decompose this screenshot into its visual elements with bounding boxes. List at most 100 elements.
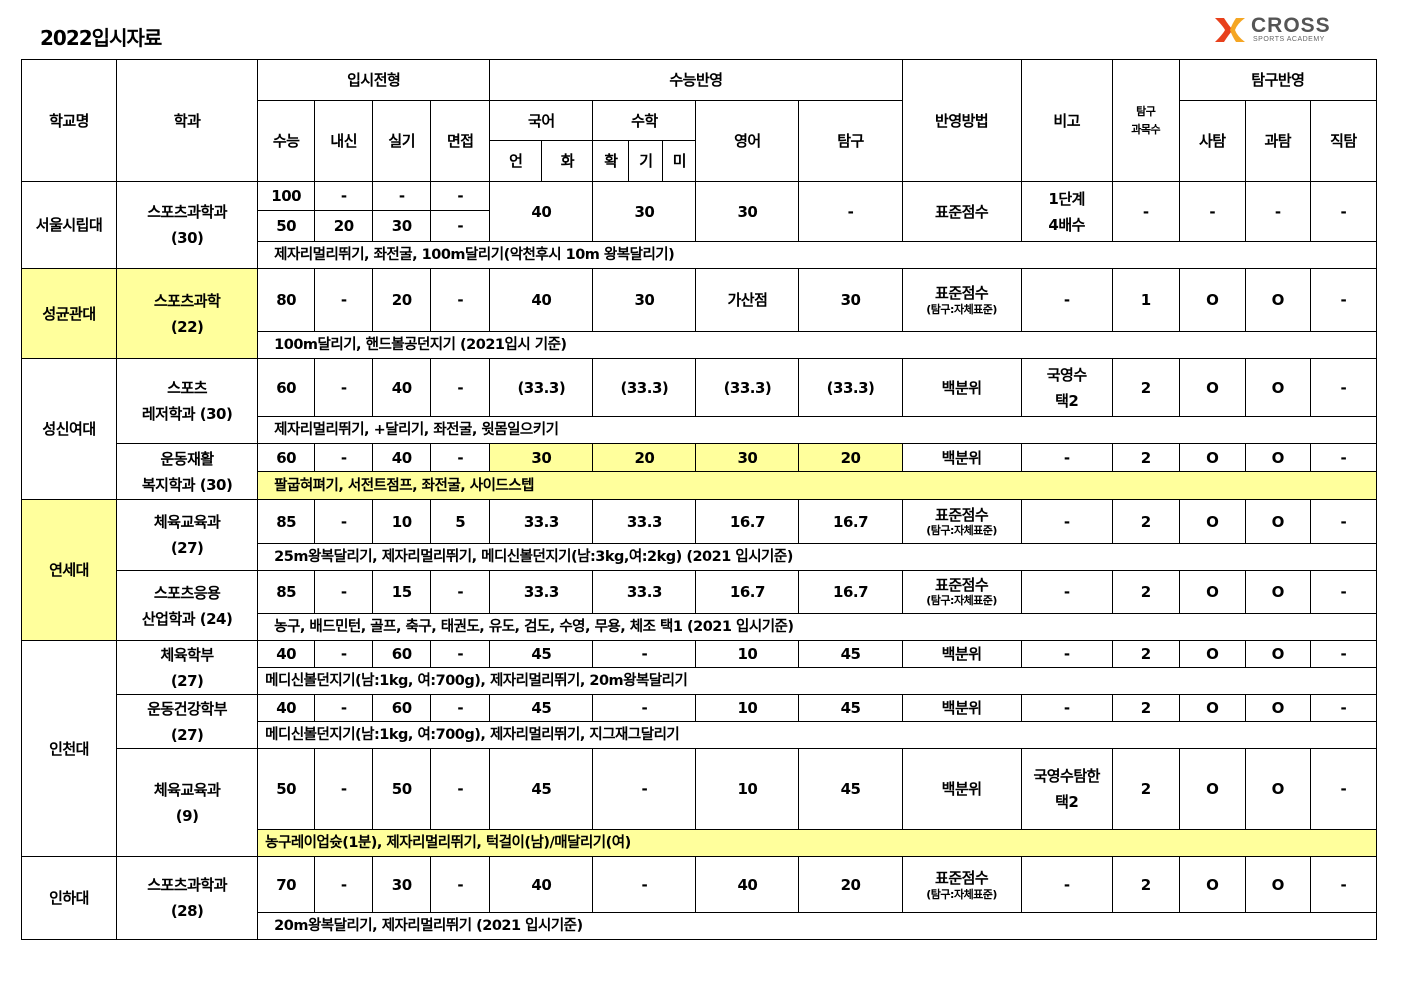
table-row: 인하대 스포츠과학과 (28) 70 - 30 - 40 - 40 20 표준점수…	[20, 856, 1378, 940]
cell-math: 33.3	[592, 499, 697, 544]
cell-naesin: -	[314, 640, 374, 668]
dept-quota: (28)	[170, 902, 204, 920]
dept-name: 스포츠응용 산업학과 (24)	[116, 570, 259, 641]
dept-label: 스포츠과학	[153, 291, 221, 310]
cell-naesin: -	[314, 499, 374, 544]
header-inquiry: 탐구	[798, 100, 903, 182]
dept-quota: (9)	[175, 806, 199, 825]
cell-suneung: 50	[257, 748, 316, 830]
cell-note: -	[1020, 443, 1113, 472]
cell-vocational: -	[1309, 268, 1378, 332]
header-naesin: 내신	[314, 100, 374, 182]
cell-suneung: 40	[257, 694, 316, 722]
cell-english: 가산점	[695, 268, 800, 332]
cell-social: O	[1178, 268, 1246, 332]
method-sub: (탐구:자체표준)	[926, 523, 997, 537]
cell-silgi: 40	[372, 358, 432, 417]
cell-silgi: 40	[372, 443, 432, 472]
cell-silgi: 30	[372, 210, 432, 242]
cell-count: 2	[1111, 856, 1180, 913]
cell-count: 2	[1111, 748, 1180, 830]
cell-math: 30	[592, 268, 697, 332]
cell-method: 백분위	[901, 748, 1022, 830]
cell-vocational: -	[1309, 640, 1378, 668]
cell-suneung: 85	[257, 570, 316, 614]
cell-math: 20	[592, 443, 697, 472]
cell-social: O	[1178, 856, 1246, 913]
header-silgi: 실기	[372, 100, 432, 182]
cell-silgi: 20	[372, 268, 432, 332]
cell-naesin: -	[314, 570, 374, 614]
cell-inquiry: 45	[798, 748, 903, 830]
cell-naesin: -	[314, 268, 374, 332]
dept-name: 체육교육과 (27)	[116, 499, 259, 571]
header-math: 수학	[592, 100, 697, 141]
table-row: 운동재활 복지학과 (30) 60 - 40 - 30 20 30 20 백분위 …	[22, 443, 1378, 500]
cell-interview: -	[430, 570, 491, 614]
cell-note: -	[1020, 499, 1113, 544]
memo-practical-test: 메디신볼던지기(남:1kg, 여:700g), 제자리멀리뛰기, 20m왕복달리…	[257, 667, 1377, 695]
cell-method: 백분위	[901, 443, 1022, 472]
dept-label: 체육교육과	[153, 780, 221, 799]
cell-silgi: 10	[372, 499, 432, 544]
memo-practical-test: 메디신볼던지기(남:1kg, 여:700g), 제자리멀리뛰기, 지그재그달리기	[257, 721, 1377, 749]
cell-interview: -	[430, 694, 491, 722]
table-row: 서울시립대 스포츠과학과 (30) 100 - - - 40 30 30 - 표준…	[20, 181, 1378, 269]
dept-label: 산업학과 (24)	[141, 609, 233, 628]
cell-english: (33.3)	[695, 358, 800, 417]
cell-silgi: 15	[372, 570, 432, 614]
dept-label: 레저학과 (30)	[141, 405, 233, 423]
cell-method: 백분위	[901, 640, 1022, 668]
dept-label: 스포츠	[167, 379, 208, 397]
dept-name: 운동재활 복지학과 (30)	[116, 443, 259, 500]
header-subject-count: 탐구 과목수	[1111, 59, 1180, 182]
cell-inquiry: (33.3)	[798, 358, 903, 417]
dept-name: 운동건강학부 (27)	[116, 694, 259, 749]
cell-suneung: 60	[257, 443, 316, 472]
cell-suneung: 60	[257, 358, 316, 417]
cell-note: -	[1020, 856, 1113, 913]
cell-naesin: -	[314, 856, 374, 913]
table-row: 체육교육과 (9) 50 - 50 - 45 - 10 45 백분위 국영수탐한 택…	[22, 748, 1378, 857]
memo-practical-test: 25m왕복달리기, 제자리멀리뛰기, 메디신볼던지기(남:3kg,여:2kg) …	[257, 543, 1377, 571]
note-line: 택2	[1055, 793, 1079, 811]
dept-quota: (30)	[170, 229, 204, 247]
admission-table: 학교명 학과 입시전형 수능반영 반영방법 비고 탐구 과목수 탐구반영 수능 내…	[20, 59, 1378, 940]
cell-vocational: -	[1309, 748, 1378, 830]
cell-suneung: 80	[257, 268, 316, 332]
method-label: 표준점수	[935, 868, 989, 887]
dept-quota: (27)	[170, 671, 204, 690]
logo-subtitle: SPORTS ACADEMY	[1253, 36, 1325, 43]
header-school: 학교명	[20, 59, 118, 182]
cell-social: O	[1178, 748, 1246, 830]
table-row: 인천대 체육학부 (27) 40 - 60 - 45 - 10 45 백분위 - …	[20, 640, 1378, 857]
cell-inquiry: 45	[798, 640, 903, 668]
cell-note: -	[1020, 640, 1113, 668]
cell-science: O	[1244, 570, 1311, 614]
memo-practical-test: 제자리멀리뛰기, 좌전굴, 100m달리기(악천후시 10m 왕복달리기)	[257, 241, 1377, 269]
header-math-mi: 미	[662, 140, 697, 182]
cell-suneung: 100	[257, 181, 316, 211]
school-name: 성신여대	[20, 358, 118, 500]
cell-note: -	[1020, 268, 1113, 332]
header-korean-eon: 언	[489, 140, 543, 182]
cell-inquiry: 30	[798, 268, 903, 332]
cell-social: -	[1178, 181, 1246, 242]
cell-method: 표준점수 (탐구:자체표준)	[901, 570, 1022, 614]
cell-interview: -	[430, 443, 491, 472]
header-interview: 면접	[430, 100, 491, 182]
cell-note: 1단계 4배수	[1020, 181, 1113, 242]
header-english: 영어	[695, 100, 800, 182]
cell-science: O	[1244, 268, 1311, 332]
cell-english: 10	[695, 694, 800, 722]
cell-note: -	[1020, 694, 1113, 722]
cell-suneung: 85	[257, 499, 316, 544]
table-row: 50 20 30 -	[22, 210, 1377, 242]
logo-x-icon	[1215, 18, 1245, 42]
table-row: 연세대 체육교육과 (27) 85 - 10 5 33.3 33.3 16.7 1…	[20, 499, 1378, 641]
cell-count: 2	[1111, 358, 1180, 417]
header-suneung: 수능	[257, 100, 316, 182]
note-line: 국영수	[1046, 365, 1087, 384]
